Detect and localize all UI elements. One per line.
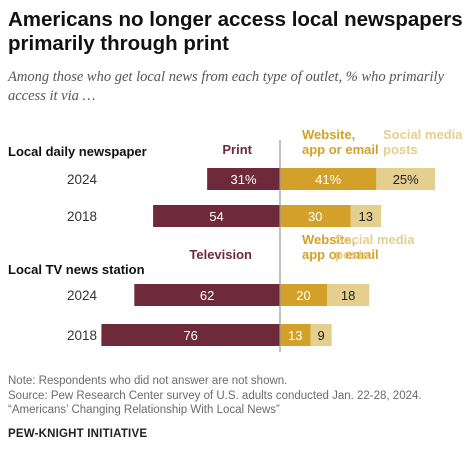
year-label: 2018 [67,209,97,224]
value-label-social: 25% [393,172,419,187]
bar-print [134,284,280,306]
series-label-left: Television [189,247,252,262]
year-label: 2024 [67,288,98,303]
credit-label: PEW-KNIGHT INITIATIVE [8,428,148,440]
series-label-middle: Website, app or email [302,127,379,157]
value-label-social: 9 [318,328,325,343]
value-label-social: 18 [341,288,355,303]
group-label: Local daily newspaper [8,144,147,159]
source-text: Source: Pew Research Center survey of U.… [8,389,422,402]
bar-print [101,324,281,346]
report-title: “Americans’ Changing Relationship With L… [8,404,280,416]
group-label: Local TV news station [8,262,145,277]
bar-print [207,168,280,190]
year-label: 2018 [67,328,97,343]
chart-title: Americans no longer access local newspap… [8,8,463,55]
value-label-social: 13 [359,209,373,224]
series-label-middle: Website, app or email [302,232,379,262]
bar-social [310,324,332,346]
bar-website [280,168,377,190]
value-label-website: 20 [296,288,310,303]
series-label-left: Print [222,142,252,157]
chart-notes: Note: Respondents who did not answer are… [8,374,470,418]
bar-social [350,205,382,227]
year-label: 2024 [67,172,98,187]
value-label-print: 54 [209,209,223,224]
value-label-website: 13 [288,328,302,343]
value-label-print: 62 [200,288,214,303]
value-label-website: 41% [315,172,341,187]
series-label-right: Social media posts [383,127,463,157]
bar-website [280,205,351,227]
bar-social [327,284,370,306]
value-label-print: 76 [183,328,197,343]
note-text: Note: Respondents who did not answer are… [8,375,288,387]
value-label-website: 30 [308,209,322,224]
chart-subtitle: Among those who get local news from each… [8,69,445,104]
value-label-print: 31% [231,172,257,187]
bar-website [280,284,327,306]
bar-print [153,205,280,227]
bar-website [280,324,311,346]
series-label-right: Social media posts [335,232,415,262]
bar-social [376,168,436,190]
diverging-bar-chart: Local daily newspaper Print Website, app or… [8,127,463,352]
